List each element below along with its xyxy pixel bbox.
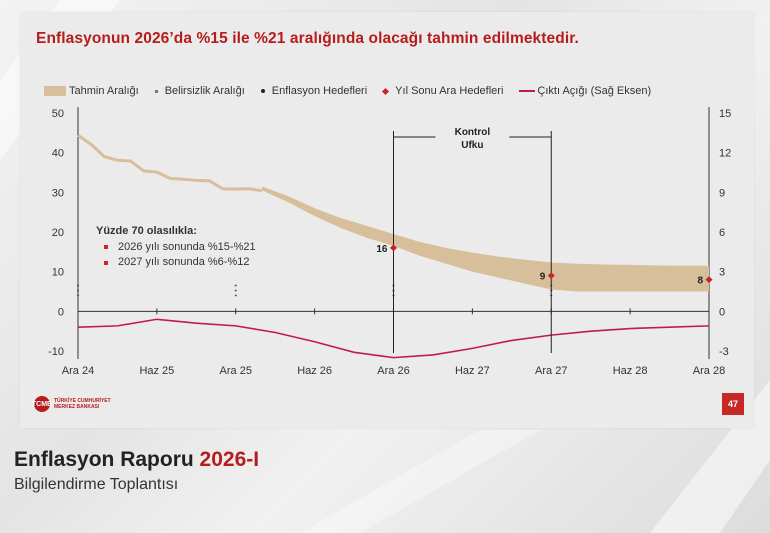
x-tick-label: Haz 27 [455,365,490,377]
dot-swatch-icon [260,89,265,93]
report-title-year: 2026-I [199,448,260,471]
x-tick-label: Ara 24 [62,365,94,377]
probability-item-text: 2027 yılı sonunda %6-%12 [118,256,250,268]
interim-target-marker [547,272,555,280]
legend-label: Yıl Sonu Ara Hedefleri [395,85,504,97]
x-tick-label: Ara 25 [220,365,252,377]
legend-label: Çıktı Açığı (Sağ Eksen) [537,85,652,97]
y-left-tick-label: 40 [52,148,64,160]
y-right-tick-label: -3 [719,346,729,358]
interim-target-marker [389,244,398,252]
legend-item-uncertainty: Belirsizlik Aralığı [154,85,245,97]
y-left-tick-label: -10 [48,346,64,358]
y-left-tick-label: 10 [52,267,64,279]
logo-text-line: MERKEZ BANKASI [54,404,100,410]
interim-target-label: 8 [697,276,703,287]
inflation-history-line [77,133,263,193]
y-right-tick-label: 3 [719,267,725,279]
report-subtitle: Bilgilendirme Toplantısı [14,476,179,493]
central-bank-logo: TCMB TÜRKİYE CUMHURİYET MERKEZ BANKASI [32,396,124,412]
slide-title: Enflasyonun 2026’da %15 ile %21 aralığın… [36,30,579,47]
slide: Enflasyonun 2026’da %15 ile %21 aralığın… [20,12,754,428]
line-swatch-icon [519,90,536,92]
interim-target-marker [705,276,713,284]
x-tick-label: Haz 28 [613,365,648,377]
x-tick-label: Haz 25 [139,365,174,377]
red-bullet-icon [104,260,108,265]
report-title: Enflasyon Raporu 2026-I [14,448,259,472]
report-title-text: Enflasyon Raporu [14,448,194,471]
y-right-tick-label: 12 [719,148,731,160]
interim-target-label: 16 [376,244,388,255]
y-right-tick-label: 0 [719,306,725,318]
legend-item-interim-targets: Yıl Sonu Ara Hedefleri [382,85,504,97]
tcmb-logo-icon: TCMB [32,396,52,412]
y-left-tick-label: 50 [52,108,64,120]
probability-item: 2027 yılı sonunda %6-%12 [96,255,256,271]
y-left-tick-label: 30 [52,187,64,199]
legend-label: Enflasyon Hedefleri [271,85,368,97]
y-right-tick-label: 15 [719,108,731,120]
x-tick-label: Ara 28 [693,365,725,377]
probability-item: 2026 yılı sonunda %15-%21 [96,240,256,256]
control-horizon-label: Kontrol [455,127,491,138]
inflation-chart: -10 0 10 20 30 40 50 -3 0 3 6 9 12 15 Ara 24 Haz 25 Ara … [48,107,731,377]
dash-swatch-icon [154,89,158,93]
y-left-tick-label: 20 [52,227,64,239]
legend-item-inflation-targets: Enflasyon Hedefleri [260,85,368,97]
legend-label: Belirsizlik Aralığı [164,85,245,97]
forecast-band [262,186,709,292]
y-right-tick-label: 6 [719,227,725,239]
interim-target-label: 9 [540,272,546,283]
legend-item-forecast-range: Tahmin Aralığı [44,85,139,97]
legend-item-output-gap: Çıktı Açığı (Sağ Eksen) [519,85,651,97]
chart-legend: Tahmin Aralığı Belirsizlik Aralığı Enfla… [44,83,744,99]
x-tick-label: Ara 27 [535,365,567,377]
logo-text-line: TÜRKİYE CUMHURİYET [54,398,111,404]
probability-title: Yüzde 70 olasılıkla: [96,225,197,237]
probability-box: Yüzde 70 olasılıkla: 2026 yılı sonunda %… [96,224,256,271]
band-swatch-icon [44,86,66,96]
x-tick-label: Ara 26 [377,365,409,377]
legend-label: Tahmin Aralığı [69,85,139,97]
logo-text: TÜRKİYE CUMHURİYET MERKEZ BANKASI [54,398,124,410]
x-tick-label: Haz 26 [297,365,332,377]
control-horizon-label: Ufku [461,140,483,151]
y-left-tick-label: 0 [58,306,64,318]
y-right-tick-label: 9 [719,187,725,199]
page-number: 47 [722,393,744,415]
probability-item-text: 2026 yılı sonunda %15-%21 [118,240,256,253]
red-bullet-icon [104,245,108,250]
output-gap-line [77,318,710,359]
